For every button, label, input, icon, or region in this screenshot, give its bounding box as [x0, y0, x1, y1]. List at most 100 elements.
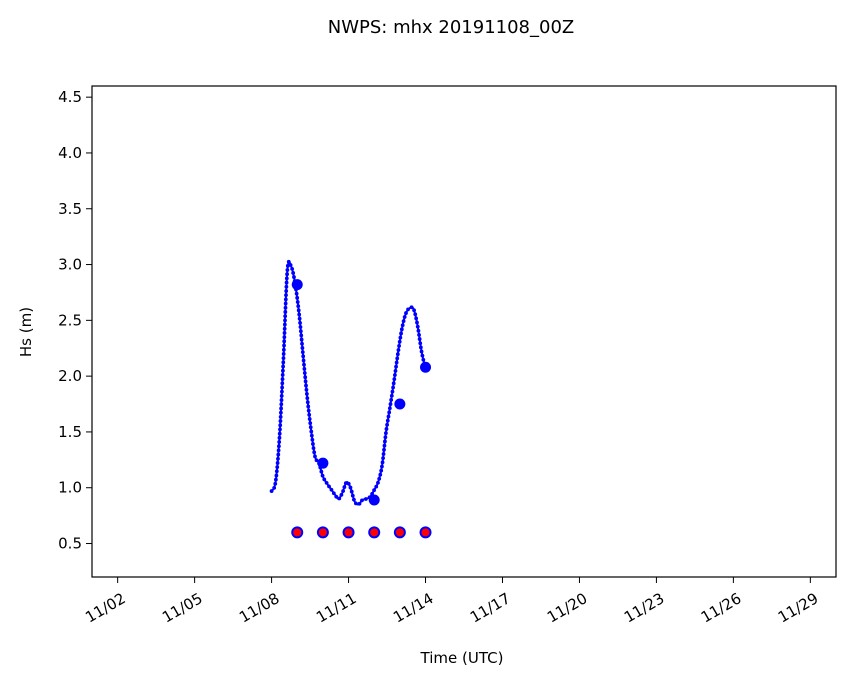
hs-point [299, 337, 304, 342]
y-tick-label: 4.0 [58, 144, 82, 162]
hs-point [409, 305, 414, 310]
hs-point [282, 343, 286, 348]
hs-point [382, 443, 387, 448]
hs-point [275, 465, 280, 470]
hs-point [280, 385, 285, 390]
hs-point [320, 473, 325, 478]
hs-point [399, 327, 404, 332]
hs-point [284, 289, 289, 293]
plot-area [91, 85, 837, 578]
hs-point [286, 259, 291, 264]
hs-point [380, 464, 384, 469]
hs-highlight-point [394, 398, 406, 410]
y-tick-label: 0.5 [58, 535, 82, 553]
daily-marker [291, 526, 304, 539]
daily-marker [419, 526, 432, 539]
hs-point [276, 444, 281, 449]
hs-point [280, 377, 285, 381]
hs-point [273, 477, 278, 482]
hs-point [300, 346, 305, 350]
hs-point [303, 379, 308, 384]
hs-point [421, 357, 426, 362]
hs-point [327, 484, 331, 489]
hs-point [284, 284, 289, 289]
hs-point [277, 440, 282, 444]
hs-point [283, 310, 288, 314]
hs-point [275, 461, 280, 465]
hs-point [299, 333, 304, 338]
hs-point [418, 341, 423, 346]
hs-point [283, 297, 288, 302]
hs-point [397, 343, 401, 348]
hs-point [283, 305, 288, 310]
hs-point [400, 323, 405, 328]
hs-point [284, 293, 288, 298]
hs-point [385, 422, 389, 427]
daily-marker [393, 526, 406, 539]
y-tick-label: 3.0 [58, 256, 82, 274]
hs-point [392, 377, 397, 382]
hs-point [301, 358, 306, 363]
hs-highlight-point [420, 361, 432, 373]
x-tick-label: 11/02 [82, 589, 128, 626]
hs-point [280, 368, 285, 373]
hs-point [352, 497, 356, 502]
hs-point [353, 501, 358, 506]
hs-point [372, 488, 376, 493]
hs-point [276, 452, 281, 457]
hs-point [304, 383, 308, 388]
hs-point [334, 494, 339, 499]
hs-point [291, 271, 296, 275]
hs-point [298, 325, 303, 329]
hs-point [385, 418, 390, 423]
hs-point [282, 331, 287, 335]
daily-marker [316, 526, 329, 539]
hs-point [276, 448, 281, 453]
hs-point [277, 431, 282, 436]
hs-point [295, 300, 300, 304]
hs-point [279, 393, 284, 398]
hs-point [302, 371, 307, 375]
hs-point [274, 473, 279, 478]
hs-point [396, 348, 401, 352]
hs-point [309, 429, 314, 434]
hs-point [295, 295, 300, 300]
hs-point [288, 263, 293, 267]
hs-point [414, 316, 419, 321]
hs-point [341, 489, 345, 493]
hs-point [416, 328, 421, 333]
hs-point [382, 447, 386, 452]
y-tick-label: 3.5 [58, 200, 82, 218]
hs-point [278, 410, 283, 415]
hs-point [278, 414, 283, 419]
hs-point [285, 272, 289, 277]
hs-point [383, 435, 388, 440]
hs-point [377, 476, 382, 481]
hs-point [360, 498, 364, 503]
hs-point [282, 339, 287, 344]
hs-point [283, 301, 288, 306]
hs-point [298, 320, 302, 325]
hs-point [415, 320, 419, 325]
hs-highlight-point [291, 279, 303, 291]
hs-point [395, 356, 400, 361]
hs-point [417, 337, 422, 341]
hs-point [346, 481, 351, 486]
hs-point [342, 485, 347, 489]
hs-point [305, 396, 310, 401]
hs-point [302, 362, 306, 367]
hs-point [276, 456, 280, 461]
hs-point [374, 484, 379, 489]
hs-point [279, 406, 283, 411]
hs-point [337, 496, 342, 501]
hs-point [387, 410, 392, 415]
y-axis: 0.5 1.0 1.5 2.0 2.5 3.0 3.5 4.0 4.5 [58, 88, 92, 553]
hs-point [312, 450, 317, 455]
hs-point [343, 481, 348, 486]
hs-point [311, 446, 316, 451]
hs-point [297, 312, 302, 317]
hs-point [280, 389, 284, 394]
hs-point [281, 347, 286, 352]
hs-point [402, 315, 407, 319]
hs-point [357, 501, 362, 506]
